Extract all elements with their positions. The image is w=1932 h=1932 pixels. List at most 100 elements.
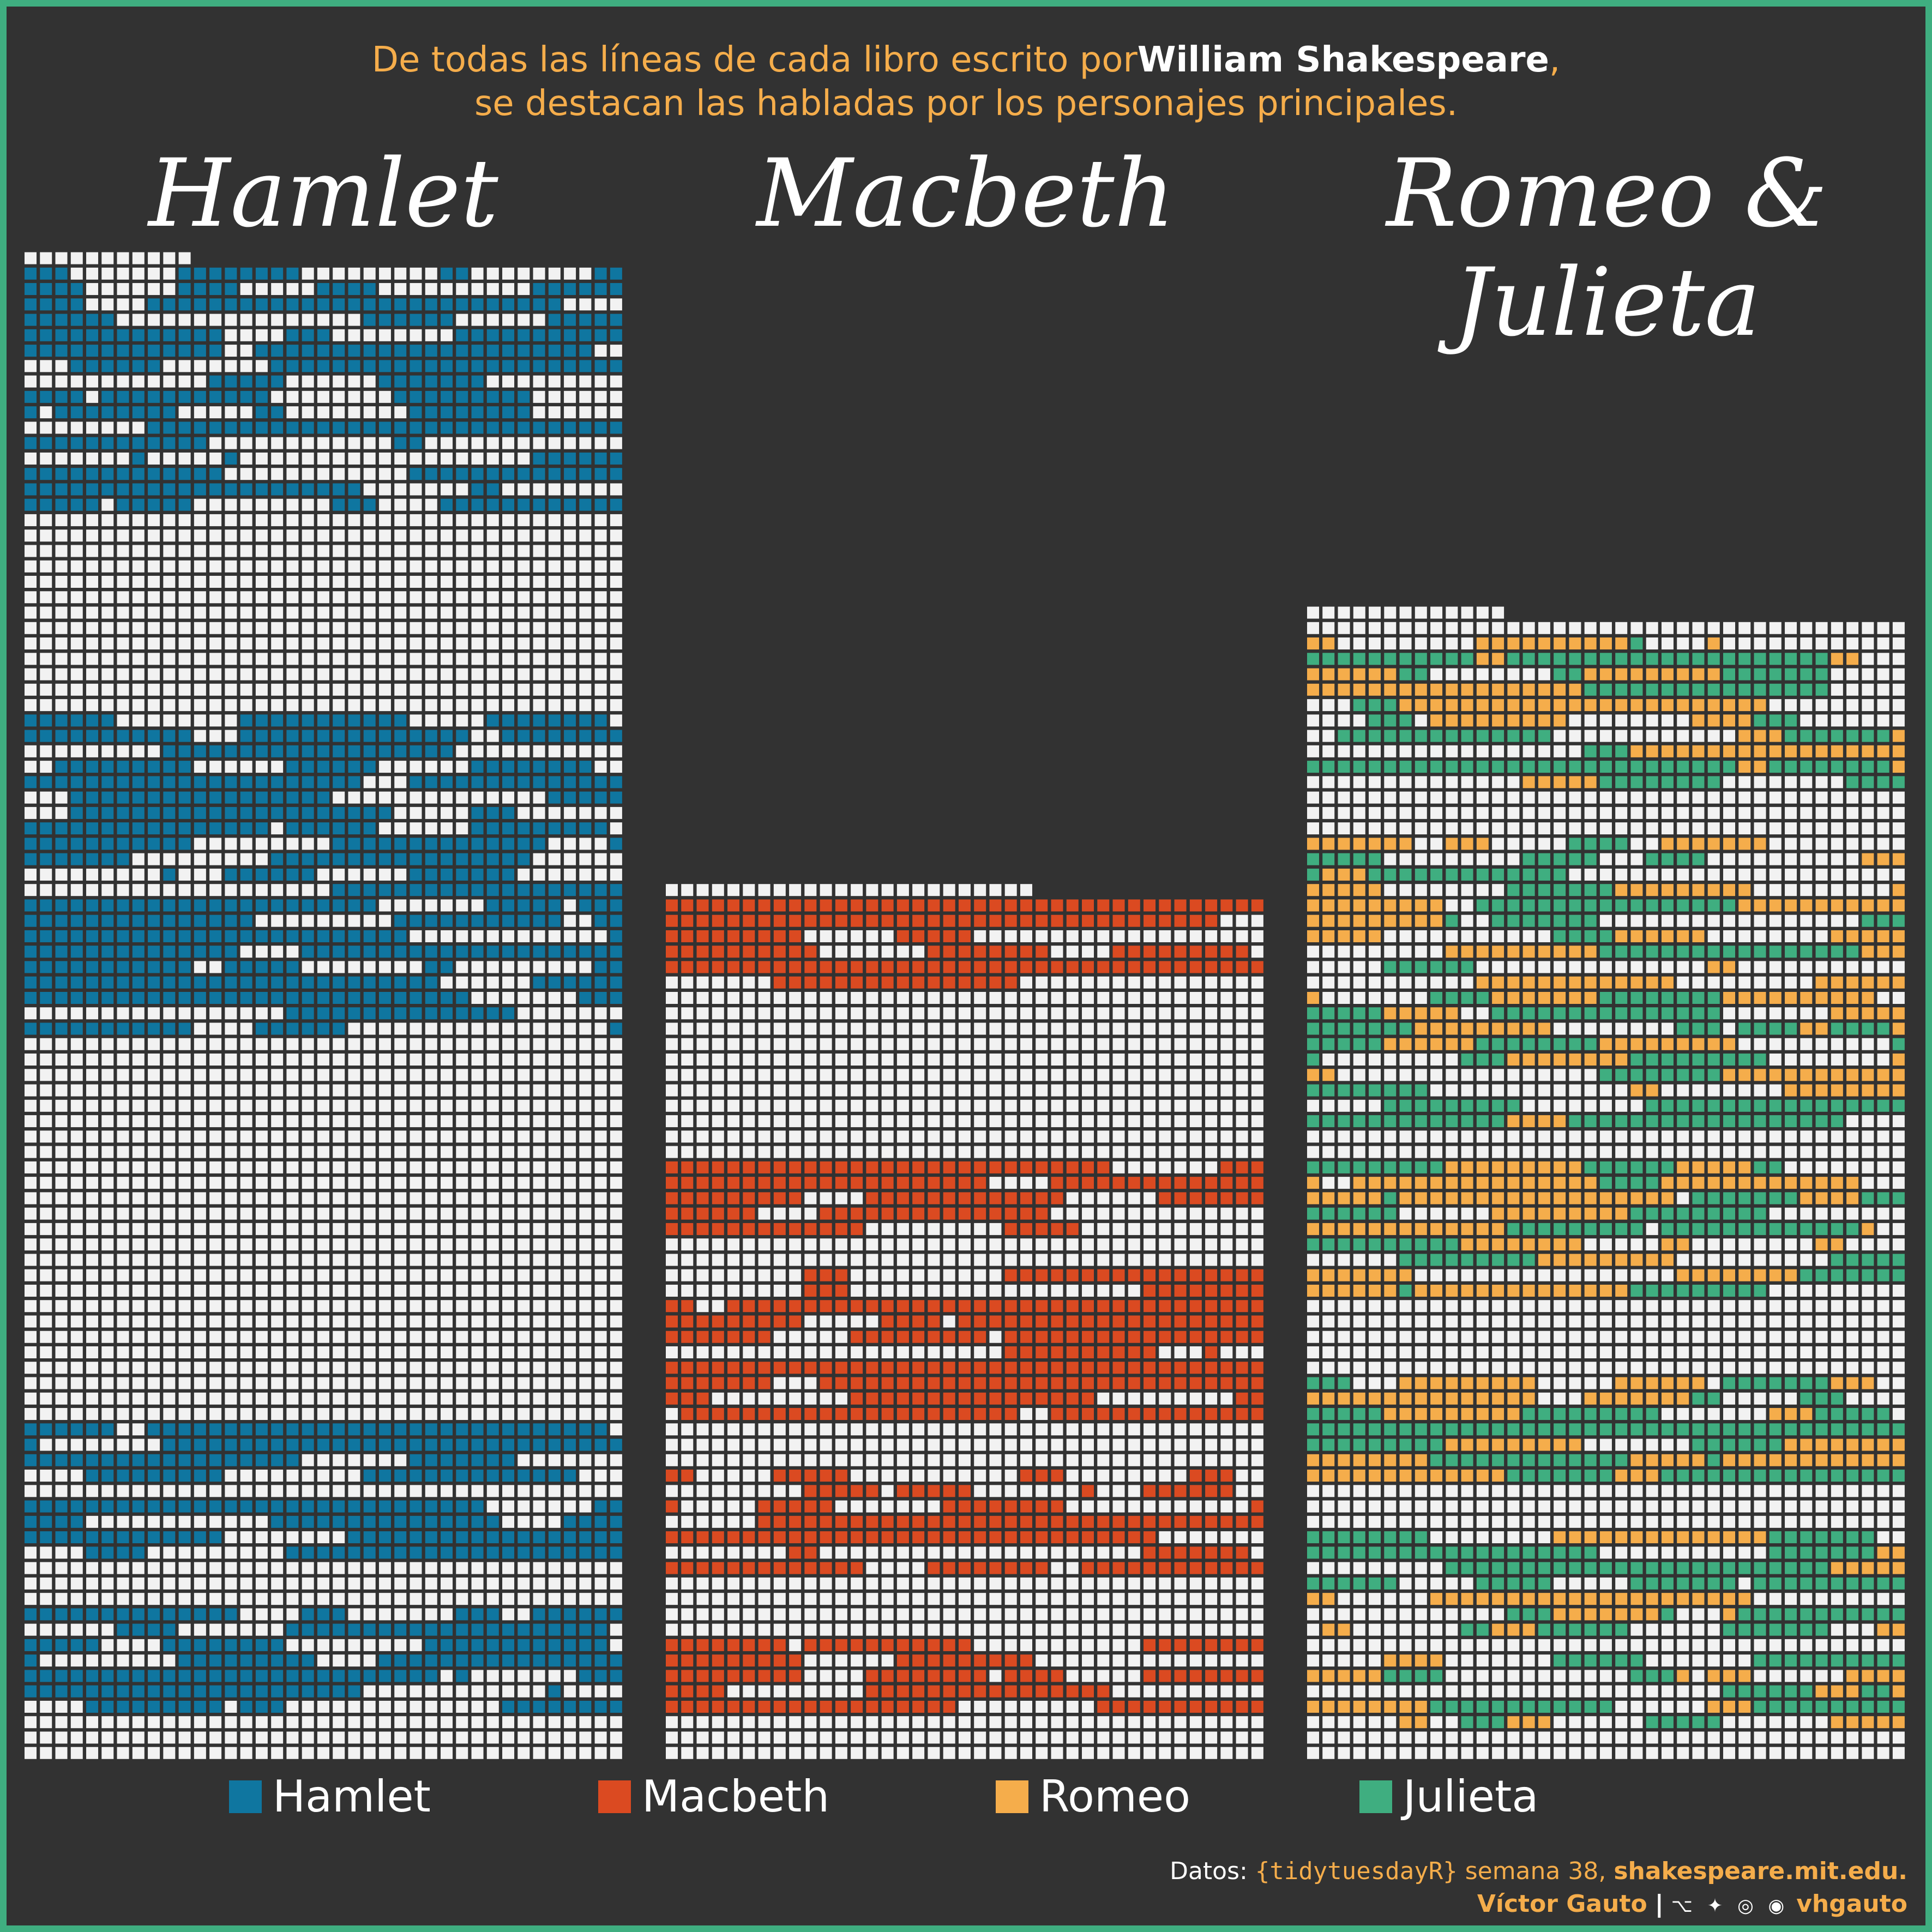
waffle-cell-empty (1174, 1238, 1187, 1251)
waffle-cell-hamlet (40, 1639, 52, 1651)
waffle-cell-empty (240, 1054, 252, 1066)
waffle-cell-empty (394, 1177, 407, 1189)
waffle-cell-empty (410, 1223, 422, 1235)
waffle-cell-empty (820, 1346, 832, 1358)
waffle-cell-empty (86, 1747, 99, 1759)
waffle-cell-empty (101, 267, 114, 280)
waffle-cell-empty (696, 1007, 709, 1020)
waffle-cell-empty (943, 1146, 955, 1158)
waffle-cell-empty (820, 1146, 832, 1158)
waffle-cell-empty (456, 761, 468, 773)
waffle-cell-empty (441, 283, 453, 296)
waffle-cell-hamlet (178, 1654, 191, 1667)
waffle-cell-hamlet (548, 714, 561, 727)
waffle-cell-hamlet (441, 406, 453, 419)
waffle-cell-hamlet (148, 406, 160, 419)
waffle-cell-macbeth (1004, 961, 1017, 973)
waffle-cell-empty (471, 976, 484, 989)
waffle-cell-empty (394, 1192, 407, 1205)
waffle-cell-empty (410, 1192, 422, 1205)
waffle-cell-empty (517, 1084, 530, 1097)
waffle-cell-empty (579, 1192, 592, 1205)
waffle-cell-empty (240, 1177, 252, 1189)
waffle-cell-empty (302, 961, 314, 973)
waffle-cell-empty (363, 914, 376, 927)
waffle-cell-empty (363, 591, 376, 604)
waffle-cell-hamlet (194, 946, 206, 958)
waffle-cell-empty (132, 1238, 145, 1251)
waffle-cell-empty (441, 1485, 453, 1497)
waffle-cell-empty (271, 1099, 284, 1112)
waffle-cell-hamlet (132, 961, 145, 973)
waffle-cell-empty (517, 1685, 530, 1698)
waffle-cell-empty (163, 1007, 176, 1020)
waffle-cell-empty (378, 1054, 391, 1066)
waffle-cell-empty (533, 853, 545, 865)
waffle-cell-macbeth (743, 946, 755, 958)
waffle-cell-hamlet (178, 298, 191, 311)
waffle-cell-hamlet (302, 791, 314, 804)
waffle-cell-empty (533, 1007, 545, 1020)
waffle-cell-empty (896, 1238, 909, 1251)
waffle-cell-empty (394, 899, 407, 912)
waffle-cell-empty (240, 360, 252, 372)
waffle-cell-hamlet (25, 914, 37, 927)
waffle-cell-empty (378, 1747, 391, 1759)
waffle-cell-hamlet (40, 1515, 52, 1528)
waffle-cell-hamlet (317, 776, 329, 789)
waffle-cell-macbeth (989, 1161, 1002, 1173)
waffle-cell-empty (70, 1084, 83, 1097)
waffle-cell-empty (194, 884, 206, 896)
waffle-cell-empty (333, 1716, 345, 1729)
waffle-cell-empty (101, 745, 114, 757)
waffle-cell-empty (548, 622, 561, 634)
waffle-cell-empty (564, 961, 576, 973)
waffle-cell-empty (132, 1331, 145, 1343)
waffle-cell-macbeth (1205, 961, 1218, 973)
waffle-cell-empty (394, 806, 407, 819)
waffle-cell-empty (835, 1038, 847, 1050)
waffle-cell-empty (610, 1362, 622, 1374)
waffle-cell-empty (25, 1161, 37, 1173)
waffle-cell-hamlet (579, 468, 592, 480)
waffle-cell-empty (378, 545, 391, 557)
waffle-cell-empty (681, 1269, 694, 1281)
waffle-cell-hamlet (548, 1423, 561, 1436)
waffle-cell-empty (471, 1331, 484, 1343)
waffle-cell-hamlet (271, 1700, 284, 1713)
waffle-cell-macbeth (820, 961, 832, 973)
waffle-cell-empty (148, 1346, 160, 1358)
waffle-cell-empty (928, 1084, 940, 1097)
waffle-cell-macbeth (696, 1177, 709, 1189)
waffle-cell-hamlet (163, 930, 176, 942)
waffle-cell-empty (533, 992, 545, 1004)
waffle-cell-macbeth (696, 1192, 709, 1205)
waffle-cell-empty (1036, 1177, 1048, 1189)
waffle-cell-empty (866, 1130, 878, 1143)
waffle-cell-empty (989, 1099, 1002, 1112)
waffle-cell-empty (117, 1161, 129, 1173)
waffle-cell-empty (696, 1022, 709, 1035)
waffle-cell-macbeth (896, 1331, 909, 1343)
waffle-cell-hamlet (132, 992, 145, 1004)
waffle-cell-empty (317, 1069, 329, 1081)
waffle-cell-hamlet (25, 1531, 37, 1544)
waffle-cell-empty (502, 1130, 515, 1143)
waffle-cell-empty (225, 1192, 237, 1205)
waffle-cell-hamlet (194, 1639, 206, 1651)
waffle-cell-hamlet (40, 283, 52, 296)
waffle-cell-empty (502, 1685, 515, 1698)
waffle-cell-empty (363, 437, 376, 449)
waffle-cell-empty (194, 1115, 206, 1128)
waffle-cell-empty (132, 1639, 145, 1651)
waffle-cell-empty (378, 637, 391, 650)
waffle-cell-empty (486, 637, 499, 650)
waffle-cell-empty (610, 406, 622, 419)
waffle-cell-empty (378, 1161, 391, 1173)
waffle-cell-hamlet (117, 730, 129, 742)
waffle-cell-empty (727, 1146, 740, 1158)
waffle-cell-empty (194, 1392, 206, 1405)
waffle-cell-hamlet (132, 1685, 145, 1698)
waffle-cell-hamlet (610, 884, 622, 896)
waffle-cell-empty (240, 529, 252, 542)
